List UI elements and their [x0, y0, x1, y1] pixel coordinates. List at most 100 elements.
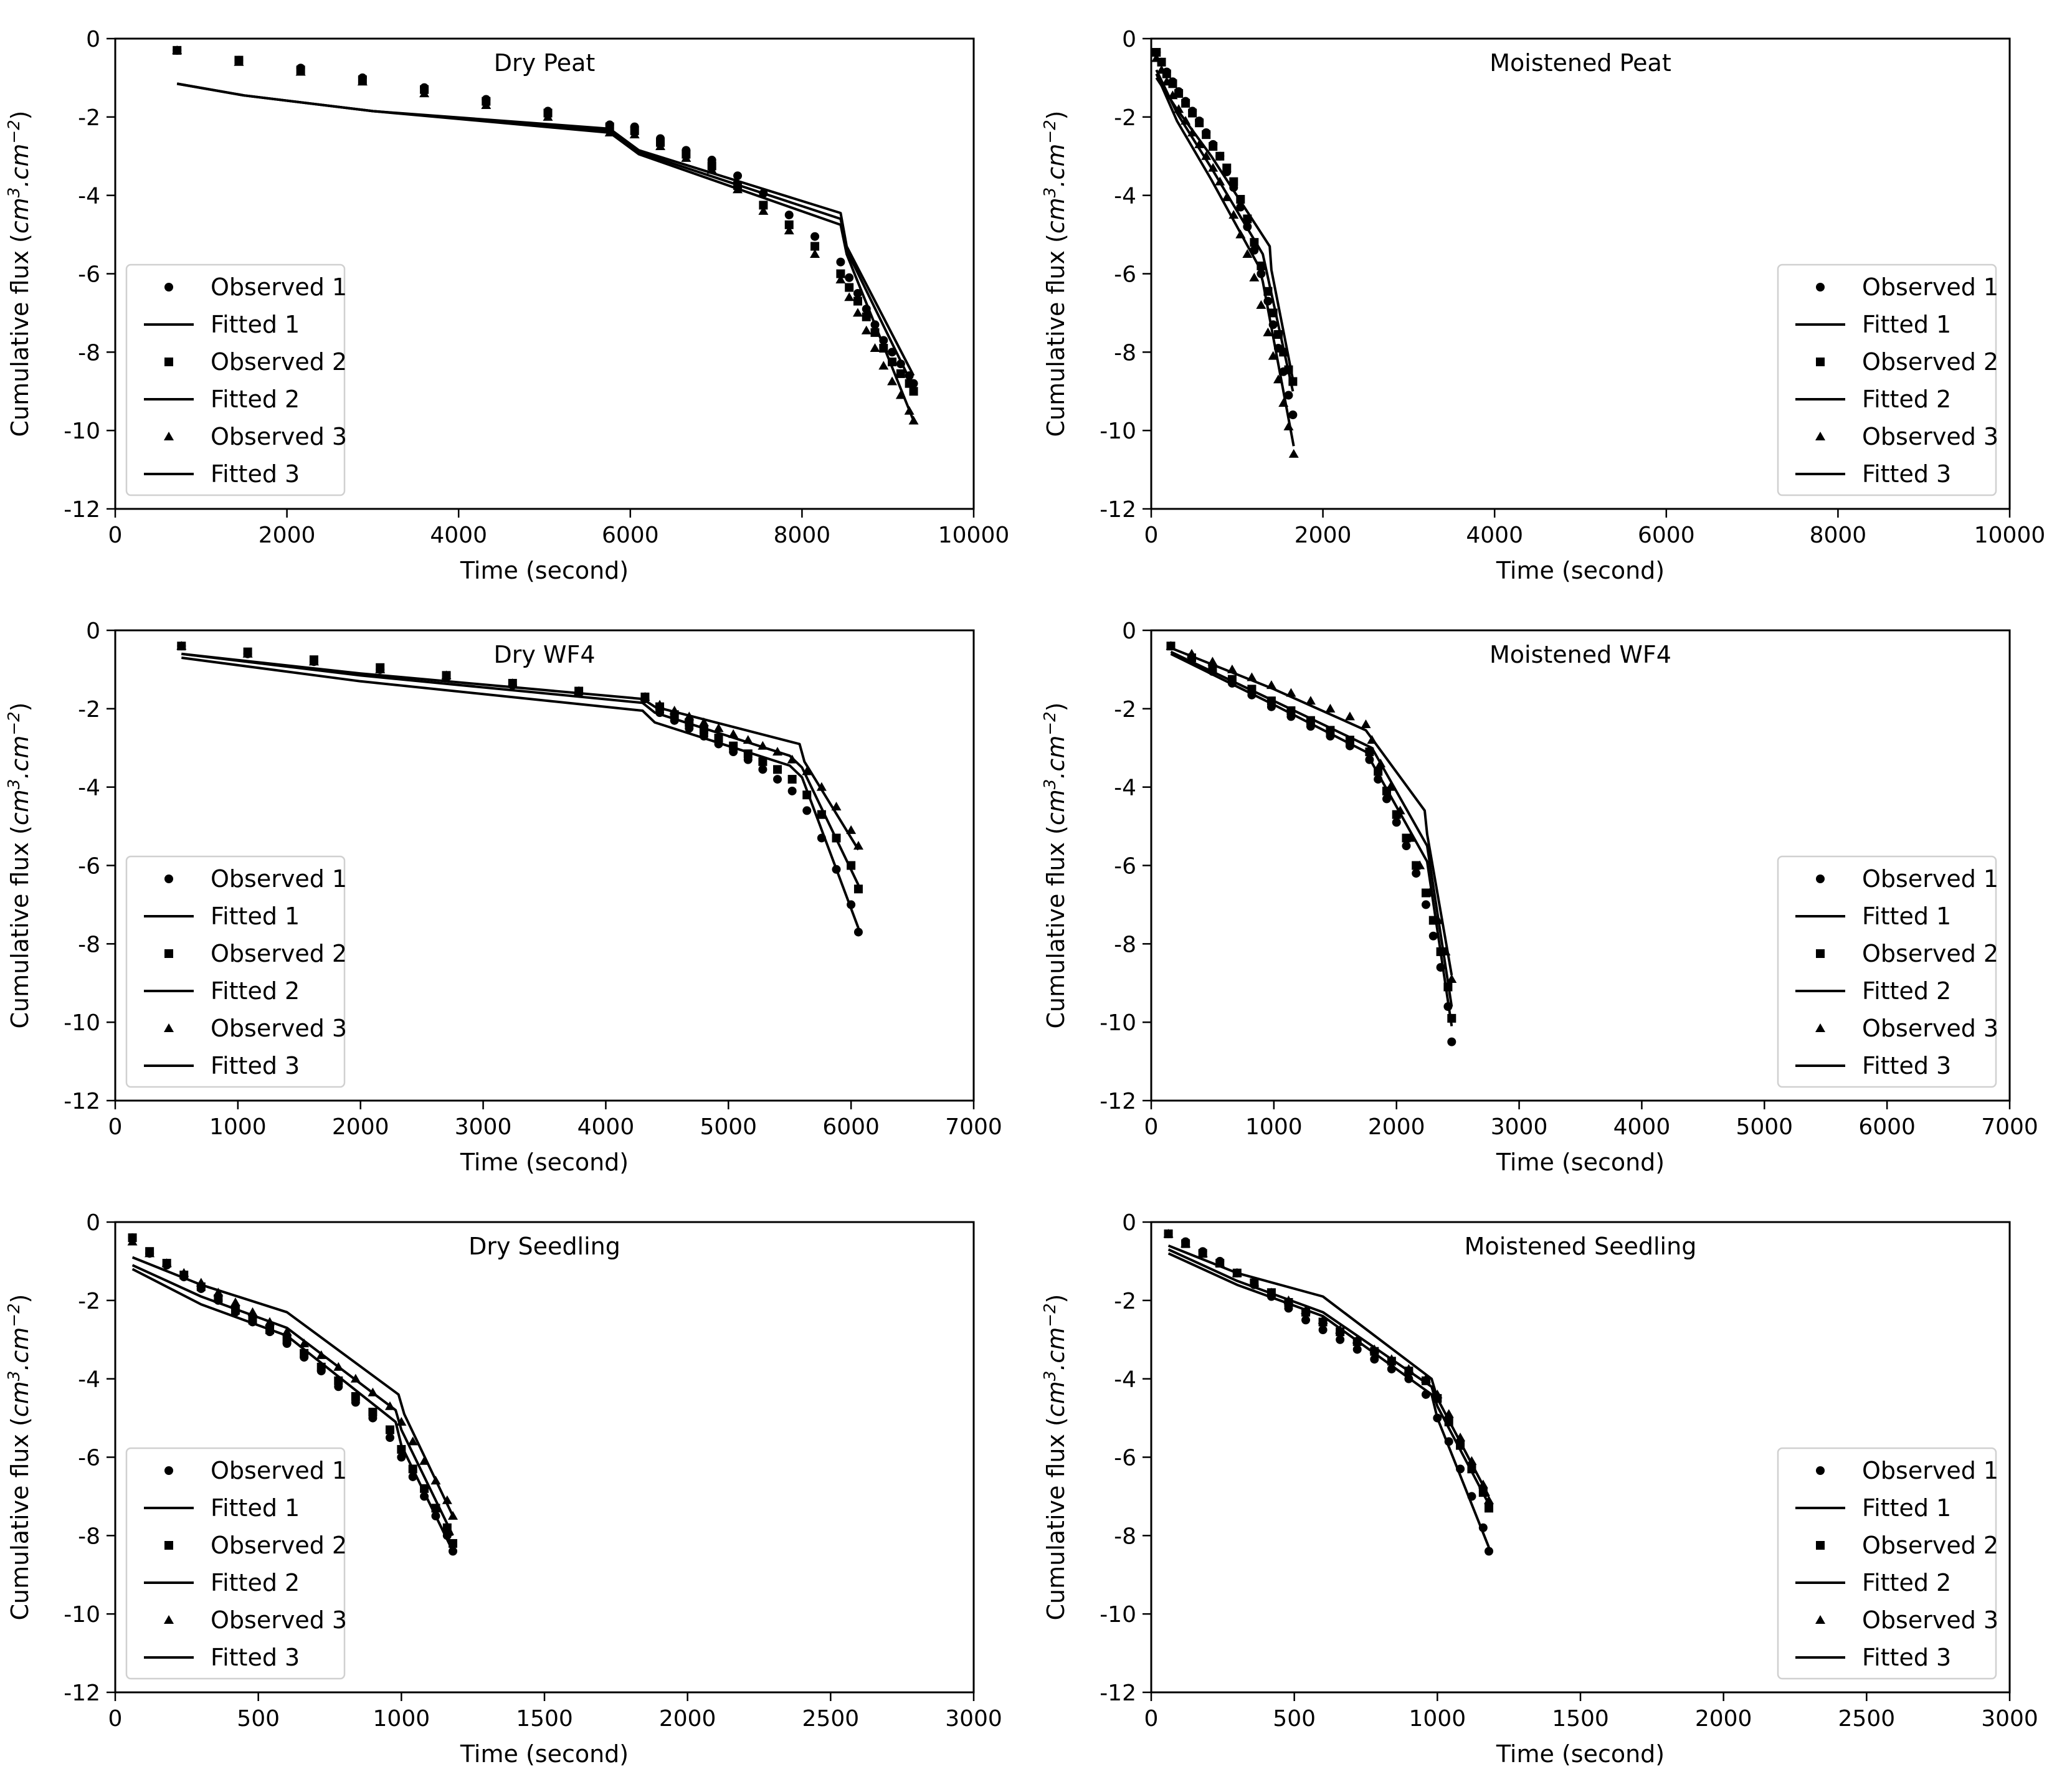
y-tick-label: -8 [78, 340, 100, 366]
ylabel-mid: .cm [6, 1327, 34, 1371]
legend-label: Fitted 2 [211, 386, 300, 413]
y-tick-label: -8 [1114, 932, 1136, 957]
data-point [698, 717, 709, 726]
y-tick-label: 0 [86, 27, 100, 52]
ylabel-suffix: ) [1042, 110, 1070, 120]
ylabel-mid: .cm [6, 736, 34, 779]
panel-dry-wf4: 0 1000 2000 3000 4000 5000 6000 7000 0 -2 -4 -6 -8 -1… [5, 619, 1002, 1176]
data-point [1305, 696, 1316, 705]
data-point [1174, 104, 1184, 113]
x-tick-label: 0 [1144, 523, 1159, 548]
data-point [282, 1335, 292, 1344]
series-fitted-2-line [1167, 1248, 1490, 1505]
data-point [845, 283, 854, 292]
x-tick-label: 3000 [1981, 1706, 2038, 1732]
series-fitted-2-line [181, 652, 860, 886]
ylabel-sup2: −2 [5, 711, 24, 735]
plot-area [1166, 641, 1457, 1046]
ylabel-sup1: 3 [5, 1371, 24, 1382]
legend-label: Observed 2 [1862, 1532, 1998, 1559]
data-point [706, 164, 717, 174]
series-fitted-2-line [1155, 69, 1295, 392]
series-fitted-3-line [131, 1256, 454, 1517]
data-point [172, 45, 183, 54]
data-point [1168, 79, 1177, 88]
y-tick-label: -4 [78, 775, 100, 801]
y-tick-label: -2 [78, 105, 100, 131]
data-point [449, 1538, 458, 1548]
legend-label: Fitted 3 [211, 1052, 300, 1079]
panel-moistened-peat: 0 2000 4000 6000 8000 10000 0 -2 -4 -6 -8 -10 -12 Tim… [1041, 27, 2045, 584]
data-point [1428, 931, 1438, 941]
x-tick-label: 0 [1144, 1706, 1159, 1732]
data-point [1301, 1305, 1311, 1314]
legend-label: Observed 1 [1862, 1457, 1998, 1484]
series-fitted-3-line [1155, 73, 1295, 447]
x-tick-label: 3000 [1491, 1114, 1548, 1140]
data-point [835, 274, 846, 283]
y-tick-label: 0 [1122, 27, 1136, 52]
data-point [1236, 194, 1245, 204]
x-tick-label: 6000 [822, 1114, 880, 1140]
data-point [802, 790, 812, 800]
panel-title: Moistened WF4 [1489, 641, 1671, 668]
ylabel-suffix: ) [6, 110, 34, 120]
panel-moistened-seedling: 0 500 1000 1500 2000 2500 3000 0 -2 -4 -6 -8 -10 -12 T… [1041, 1210, 2038, 1768]
data-point [1197, 1248, 1208, 1258]
plot-area [176, 641, 863, 937]
data-point [1402, 841, 1411, 851]
data-point [230, 1297, 240, 1306]
y-tick-label: -4 [78, 1367, 100, 1393]
data-point [1484, 1495, 1494, 1504]
y-tick-label: 0 [1122, 619, 1136, 644]
data-point [420, 1484, 429, 1493]
x-tick-label: 5000 [700, 1114, 757, 1140]
data-point [713, 723, 724, 732]
x-tick-label: 7000 [1981, 1114, 2038, 1140]
data-point [1174, 89, 1184, 98]
data-point [773, 775, 782, 784]
legend-label: Observed 3 [1862, 1606, 1998, 1634]
x-tick-label: 1000 [373, 1706, 430, 1732]
y-tick-label: -8 [78, 932, 100, 957]
data-point [1181, 1238, 1191, 1248]
legend-marker [1815, 1023, 1825, 1032]
y-tick-label: -12 [1100, 1089, 1136, 1114]
data-point [316, 1350, 326, 1359]
series-observed-2 [1164, 1229, 1494, 1513]
data-point [1375, 758, 1386, 767]
legend-marker [164, 283, 173, 292]
data-point [1263, 327, 1273, 336]
data-point [1195, 118, 1204, 128]
x-tick-label: 2500 [802, 1706, 860, 1732]
data-point [810, 249, 820, 258]
legend-label: Observed 3 [1862, 423, 1998, 450]
data-point [1229, 177, 1238, 186]
ylabel-prefix: Cumulative flux ( [1042, 1417, 1070, 1620]
data-point [1152, 48, 1161, 57]
data-point [1301, 1316, 1311, 1325]
data-point [853, 296, 862, 306]
ylabel-mid: .cm [1042, 144, 1070, 187]
data-point [733, 171, 743, 181]
legend-label: Observed 1 [1862, 865, 1998, 893]
data-point [213, 1287, 224, 1297]
legend-label: Fitted 1 [211, 311, 300, 338]
legend-label: Fitted 1 [1862, 903, 1951, 930]
series-observed-3 [176, 641, 863, 850]
data-point [507, 678, 518, 687]
legend: Observed 1 Fitted 1 Observed 2 Fitted 2 Obse… [125, 855, 347, 1088]
y-tick-label: -2 [1114, 105, 1136, 131]
legend-label: Fitted 2 [1862, 1569, 1951, 1596]
x-tick-label: 2000 [1695, 1706, 1752, 1732]
y-tick-label: -10 [64, 419, 100, 444]
y-tick-label: -8 [1114, 340, 1136, 366]
legend-label: Fitted 1 [211, 1494, 300, 1522]
legend-label: Observed 1 [211, 273, 347, 301]
data-point [1395, 805, 1405, 815]
data-point [787, 775, 797, 784]
data-point [758, 741, 768, 750]
data-point [1318, 1315, 1328, 1324]
data-point [784, 220, 794, 229]
